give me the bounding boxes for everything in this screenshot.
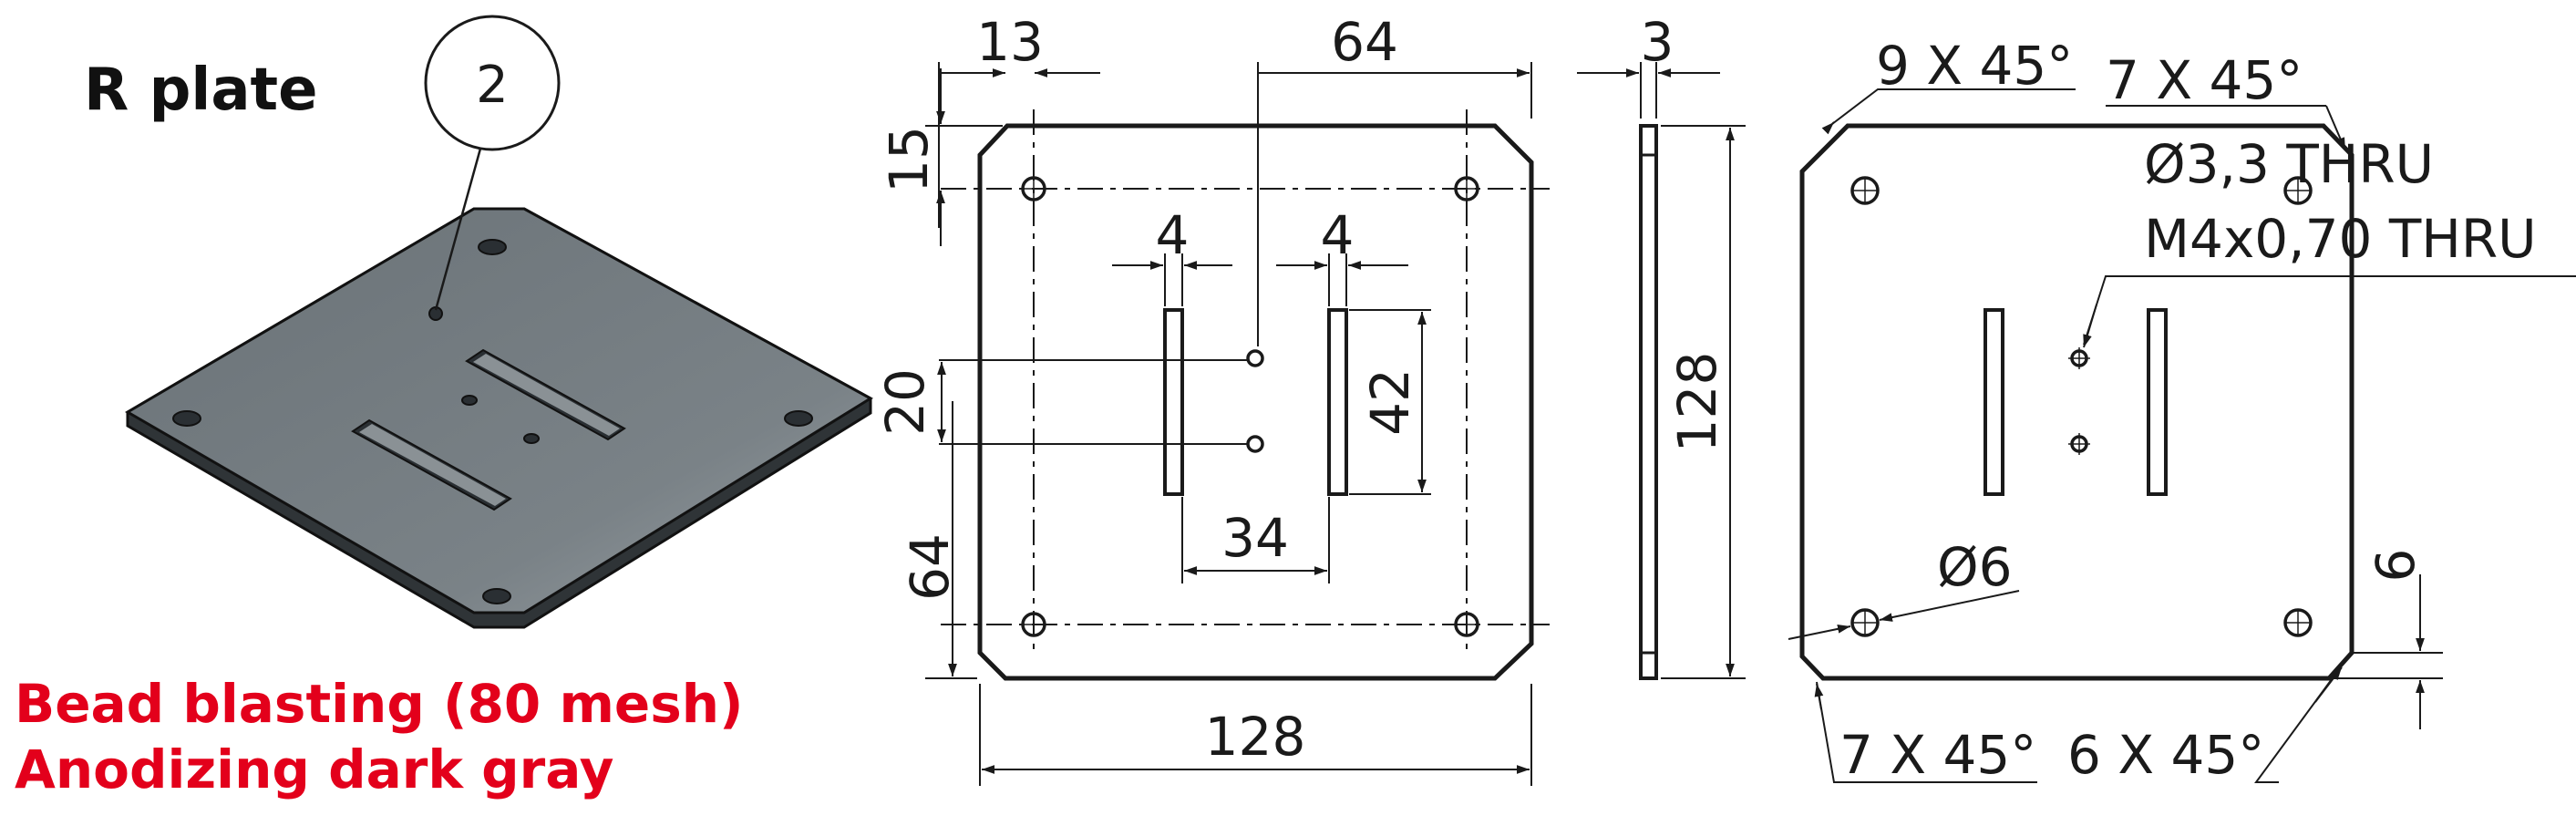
callout-chamfer-bottom-left: 7 X 45°: [1839, 724, 2036, 786]
balloon-number: 2: [476, 56, 509, 115]
callout-chamfer-top-right: 7 X 45°: [2106, 49, 2303, 111]
balloon: 2: [424, 15, 561, 311]
isometric-view: 2: [125, 15, 873, 629]
dim-hole-offset-x: 13: [976, 11, 1044, 73]
dim-plate-width: 128: [1205, 706, 1306, 768]
front-view: [925, 62, 1550, 786]
dim-thickness: 3: [1641, 11, 1674, 73]
side-view-labels: 3 128: [1641, 11, 1728, 452]
dim-plate-height: 128: [1666, 352, 1728, 453]
callout-chamfer-top-left: 9 X 45°: [1876, 35, 2073, 97]
finish-note-blasting: Bead blasting (80 mesh): [15, 673, 744, 735]
part-title: R plate: [84, 57, 318, 124]
back-view: [1788, 88, 2576, 783]
callout-chamfer-bottom-right: 6 X 45°: [2067, 724, 2264, 786]
dim-slot-width-left: 4: [1156, 204, 1190, 266]
dim-slot-spacing: 34: [1221, 507, 1289, 569]
dim-hole-spacing-half: 64: [1331, 11, 1398, 73]
finish-note-anodizing: Anodizing dark gray: [15, 738, 614, 800]
plate-3d: [125, 207, 873, 629]
dim-edge-offset: 6: [2365, 549, 2427, 583]
dim-slot-width-right: 4: [1321, 204, 1355, 266]
side-view: [1577, 62, 1746, 680]
callout-hole-dia: Ø6: [1937, 536, 2013, 598]
front-view-labels: 13 64 15 4 4 20 42 34 64 128: [874, 11, 1421, 768]
dim-slot-length: 42: [1359, 368, 1421, 436]
dim-hole-offset-y: 15: [878, 126, 940, 193]
back-view-labels: 9 X 45° 7 X 45° Ø3,3 THRU M4x0,70 THRU Ø…: [1839, 35, 2537, 786]
callout-thru-hole: Ø3,3 THRU: [2144, 133, 2434, 195]
plate-outline-back: [1799, 123, 2354, 681]
plate-outline: [977, 123, 1534, 681]
callout-thread: M4x0,70 THRU: [2144, 208, 2537, 270]
dim-center-holes-spacing: 20: [874, 368, 936, 436]
dim-lower-offset: 64: [899, 533, 961, 601]
